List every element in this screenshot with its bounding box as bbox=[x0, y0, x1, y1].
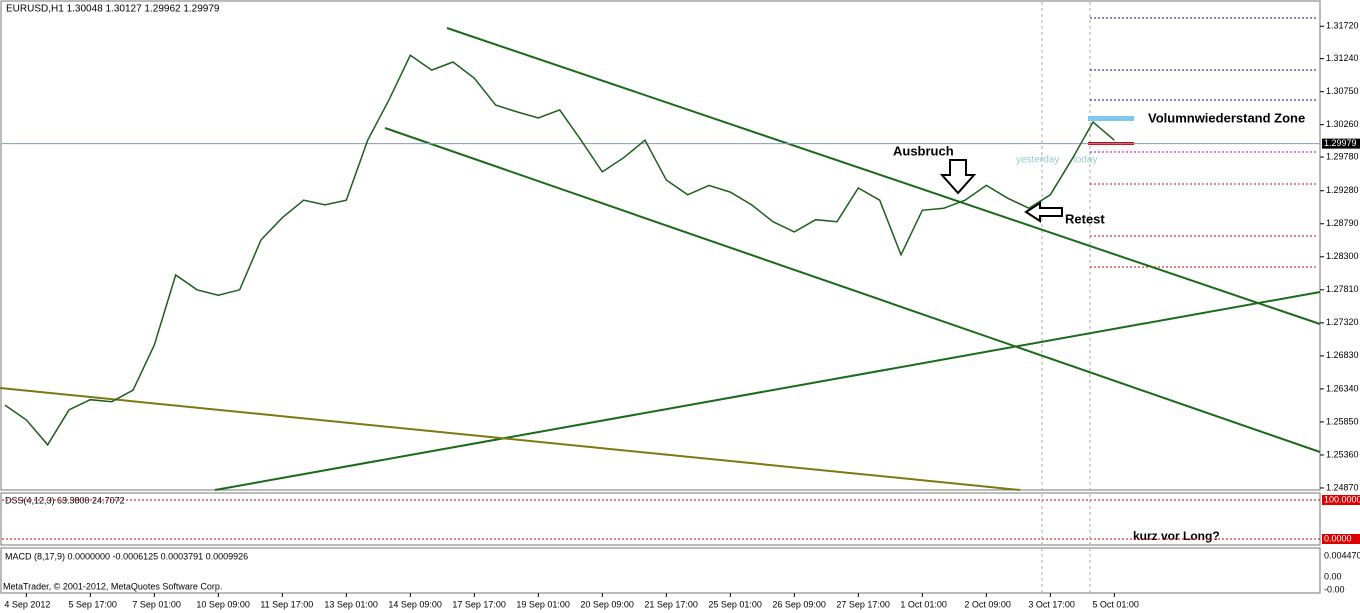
trend-lines bbox=[0, 27, 1321, 491]
annotation: today bbox=[1073, 155, 1097, 166]
y-tick-label: 1.31240 bbox=[1326, 53, 1359, 63]
price-line-series bbox=[4, 54, 1115, 447]
arrow-icon bbox=[1024, 201, 1063, 223]
y-tick-label: 1.26340 bbox=[1326, 383, 1359, 393]
axis-label: 0.0000 bbox=[1324, 533, 1352, 543]
y-tick-label: 1.31720 bbox=[1326, 21, 1359, 31]
axis-badge bbox=[1322, 534, 1360, 544]
indicator-label: MACD (8,17,9) 0.0000000 -0.0006125 0.000… bbox=[5, 551, 248, 561]
annotation: Ausbruch bbox=[893, 143, 954, 158]
x-tick-label: 3 Oct 17:00 bbox=[1028, 599, 1075, 609]
y-tick-label: 1.29280 bbox=[1326, 185, 1359, 195]
indicator-label: DSS(4,12,3) 63.3800 24.7072 bbox=[5, 495, 125, 505]
footer: MetaTrader, © 2001-2012, MetaQuotes Soft… bbox=[3, 581, 222, 591]
x-tick-label: 13 Sep 01:00 bbox=[324, 599, 378, 609]
x-tick-label: 1 Oct 01:00 bbox=[900, 599, 947, 609]
y-tick-label: 1.26830 bbox=[1326, 350, 1359, 360]
x-tick-label: 21 Sep 17:00 bbox=[644, 599, 698, 609]
price-label: 1.29979 bbox=[1324, 138, 1357, 148]
x-tick-label: 17 Sep 17:00 bbox=[452, 599, 506, 609]
x-tick-label: 20 Sep 09:00 bbox=[580, 599, 634, 609]
axis-label: -0.00 bbox=[1324, 584, 1345, 594]
y-tick-label: 1.27320 bbox=[1326, 317, 1359, 327]
chart-title: EURUSD,H1 1.30048 1.30127 1.29962 1.2997… bbox=[6, 4, 220, 15]
x-tick-label: 5 Sep 17:00 bbox=[68, 599, 117, 609]
macd-panel bbox=[0, 547, 1321, 594]
x-tick-label: 2 Oct 09:00 bbox=[964, 599, 1011, 609]
x-tick-label: 11 Sep 17:00 bbox=[260, 599, 313, 609]
y-tick-label: 1.25360 bbox=[1326, 449, 1359, 459]
axis-label: 0.00 bbox=[1324, 571, 1342, 581]
y-tick-label: 1.29780 bbox=[1326, 151, 1359, 161]
x-tick-label: 26 Sep 09:00 bbox=[772, 599, 826, 609]
annotation: kurz vor Long? bbox=[1133, 529, 1220, 543]
x-tick-label: 10 Sep 09:00 bbox=[196, 599, 250, 609]
y-tick-label: 1.30750 bbox=[1326, 86, 1359, 96]
axis-label: 0.004470 bbox=[1324, 550, 1360, 560]
y-tick-label: 1.24870 bbox=[1326, 482, 1359, 492]
axis-badge bbox=[1322, 495, 1360, 505]
x-tick-label: 5 Oct 01:00 bbox=[1092, 599, 1139, 609]
x-tick-label: 7 Sep 01:00 bbox=[132, 599, 181, 609]
annotation: Retest bbox=[1065, 211, 1105, 226]
price-badge bbox=[1322, 138, 1360, 149]
main-panel bbox=[0, 0, 1321, 491]
zone-box bbox=[1088, 116, 1134, 121]
x-tick-label: 19 Sep 01:00 bbox=[516, 599, 570, 609]
axis-label: 100.0000 bbox=[1324, 494, 1360, 504]
y-tick-label: 1.28300 bbox=[1326, 251, 1359, 261]
x-tick-label: 27 Sep 17:00 bbox=[836, 599, 890, 609]
y-tick-label: 1.28790 bbox=[1326, 218, 1359, 228]
annotation: Volumnwiederstand Zone bbox=[1148, 110, 1305, 125]
arrow-icon bbox=[939, 159, 977, 195]
y-tick-label: 1.25850 bbox=[1326, 416, 1359, 426]
dss-panel bbox=[0, 492, 1321, 546]
x-tick-label: 14 Sep 09:00 bbox=[388, 599, 442, 609]
annotation: yesterday bbox=[1016, 155, 1059, 166]
x-tick-label: 25 Sep 01:00 bbox=[708, 599, 762, 609]
y-tick-label: 1.27810 bbox=[1326, 284, 1359, 294]
pivot-levels bbox=[1090, 17, 1318, 268]
y-tick-label: 1.30260 bbox=[1326, 119, 1359, 129]
x-tick-label: 4 Sep 2012 bbox=[4, 599, 50, 609]
